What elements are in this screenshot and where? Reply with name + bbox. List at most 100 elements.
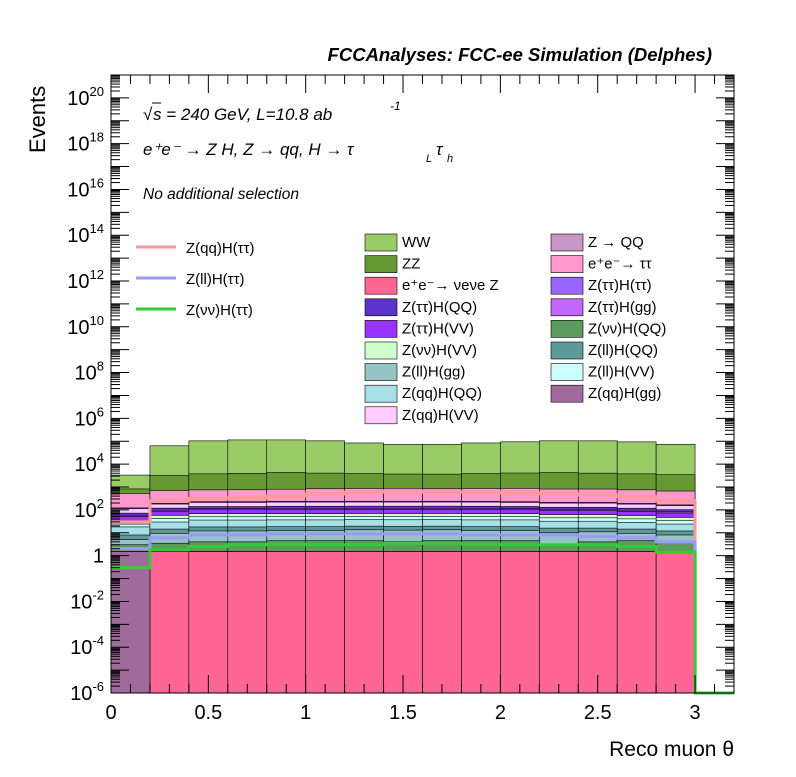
legend-entry: e⁺e⁻→ ττ xyxy=(550,255,652,273)
legend-entry: Z(ττ)H(ττ) xyxy=(550,276,652,295)
y-tick-label: 1010 xyxy=(67,313,104,339)
legend-entry: Z(ττ)H(VV) xyxy=(364,320,474,338)
histogram-bar xyxy=(422,551,462,694)
tau-l-subscript: L xyxy=(426,153,432,165)
x-tick-label: 0 xyxy=(105,702,116,724)
svg-text:Z(ττ)H(ττ): Z(ττ)H(ττ) xyxy=(588,277,652,294)
process-annotation: e⁺e⁻ → Z H, Z → qq, H → τ L τ h xyxy=(143,140,453,165)
x-axis-label: Reco muon θ xyxy=(609,738,734,761)
legend-entry: Z(qq)H(gg) xyxy=(550,384,661,403)
legend-entry: WW xyxy=(364,233,431,252)
legend-entry: e⁺e⁻→ νeνe Z xyxy=(364,276,499,295)
x-tick-label: 2 xyxy=(495,702,506,724)
legend-entry: Z(qq)H(QQ) xyxy=(364,384,482,403)
stack-e-e-e-e-z xyxy=(110,551,696,694)
svg-text:ZZ: ZZ xyxy=(402,256,420,273)
histogram-bar xyxy=(344,551,384,694)
histogram-bar xyxy=(188,551,229,694)
signal-line-z-ll-h- xyxy=(111,532,734,695)
tau-symbol: τ xyxy=(436,140,444,159)
svg-text:1016: 1016 xyxy=(67,175,104,201)
legend-entry: Z(ll)H(QQ) xyxy=(550,341,658,360)
signal-line-z-qq-h- xyxy=(111,489,734,695)
svg-text:Z(ll)H(VV): Z(ll)H(VV) xyxy=(588,364,655,381)
svg-text:Z(ll)H(ττ): Z(ll)H(ττ) xyxy=(186,271,245,288)
svg-text:104: 104 xyxy=(75,450,104,476)
svg-text:Z(ll)H(QQ): Z(ll)H(QQ) xyxy=(588,342,658,359)
svg-text:Z → QQ: Z → QQ xyxy=(588,234,644,251)
svg-text:Z(qq)H(gg): Z(qq)H(gg) xyxy=(588,385,661,402)
plot-header-title: FCCAnalyses: FCC-ee Simulation (Delphes) xyxy=(328,44,712,65)
legend-entry-signal: Z(ll)H(ττ) xyxy=(136,271,245,288)
y-tick-label: 106 xyxy=(75,404,104,430)
svg-text:Z(ττ)H(QQ): Z(ττ)H(QQ) xyxy=(402,299,477,316)
legend-entry: Z(ττ)H(QQ) xyxy=(364,298,477,317)
histogram-bar xyxy=(461,551,501,694)
svg-text:Z(ττ)H(gg): Z(ττ)H(gg) xyxy=(588,299,657,316)
x-tick-label: 1 xyxy=(300,702,311,724)
histogram-bar xyxy=(616,551,657,694)
stack-z-qq-h-gg- xyxy=(110,551,151,694)
svg-text:1: 1 xyxy=(93,546,104,568)
y-tick-label: 1020 xyxy=(67,84,104,110)
svg-text:1014: 1014 xyxy=(67,221,104,247)
svg-text:WW: WW xyxy=(402,234,431,251)
histogram-bar xyxy=(227,551,268,694)
svg-text:102: 102 xyxy=(75,496,104,522)
histogram-bar xyxy=(110,551,151,694)
y-tick-label: 1014 xyxy=(67,221,104,247)
svg-text:106: 106 xyxy=(75,404,104,430)
x-tick-label: 0.5 xyxy=(194,702,222,724)
y-tick-label: 108 xyxy=(75,359,104,385)
histogram-bar xyxy=(655,551,696,694)
legend-entry: Z(νν)H(QQ) xyxy=(550,320,666,338)
y-tick-label: 102 xyxy=(75,496,104,522)
lumi-exponent: -1 xyxy=(390,99,401,113)
svg-text:Z(qq)H(QQ): Z(qq)H(QQ) xyxy=(402,385,482,402)
y-axis-label: Events xyxy=(25,86,50,153)
legend-entry: Z(ττ)H(gg) xyxy=(550,298,657,317)
histogram-bar xyxy=(149,551,190,694)
y-tick-label: 10-6 xyxy=(70,679,104,705)
tau-h-subscript: h xyxy=(447,153,453,165)
signal-line-z-h- xyxy=(111,542,734,695)
histogram-bar xyxy=(500,551,540,694)
legend-entry-signal: Z(qq)H(ττ) xyxy=(136,240,255,257)
svg-text:10-6: 10-6 xyxy=(70,679,104,705)
y-tick-label: 104 xyxy=(75,450,104,476)
sqrt-s-lumi-text: s = 240 GeV, L=10.8 ab xyxy=(153,105,332,124)
x-tick-label: 1.5 xyxy=(389,702,417,724)
legend-entry-signal: Z(νν)H(ττ) xyxy=(136,302,253,319)
y-tick-label: 10-4 xyxy=(70,633,104,659)
x-axis: 0 0.5 1 1.5 2 2.5 3 xyxy=(105,75,735,724)
svg-text:1012: 1012 xyxy=(67,267,104,293)
svg-text:e⁺e⁻→ ττ: e⁺e⁻→ ττ xyxy=(588,256,652,273)
legend-entry: Z(ll)H(VV) xyxy=(550,363,655,381)
histogram-bar xyxy=(539,551,579,694)
svg-text:Z(νν)H(VV): Z(νν)H(VV) xyxy=(402,342,477,359)
svg-text:10-4: 10-4 xyxy=(70,633,104,659)
legend-entry: Z(νν)H(VV) xyxy=(364,341,477,360)
svg-text:10-2: 10-2 xyxy=(70,587,104,613)
svg-text:Z(νν)H(QQ): Z(νν)H(QQ) xyxy=(588,320,666,337)
histogram-bar xyxy=(383,551,423,694)
svg-text:Z(qq)H(VV): Z(qq)H(VV) xyxy=(402,407,479,424)
y-tick-label: 1 xyxy=(93,546,104,568)
x-tick-label: 3 xyxy=(690,702,701,724)
svg-text:1020: 1020 xyxy=(67,84,104,110)
y-tick-label: 1018 xyxy=(67,130,104,156)
histogram-bar xyxy=(266,551,306,694)
legend-entry: Z(qq)H(VV) xyxy=(364,406,479,425)
legend: Z(qq)H(ττ) Z(ll)H(ττ) Z(νν)H(ττ) WW ZZ e⁺e⁻→ … xyxy=(136,233,666,425)
y-axis: 10-6 10-4 10-2 1 102 104 106 108 1010 1012 1014 101… xyxy=(67,74,734,705)
chart-layer: 0 0.5 1 1.5 2 2.5 310-610-410-2110210410610810… xyxy=(67,74,735,724)
energy-lumi-annotation: √ s = 240 GeV, L=10.8 ab -1 xyxy=(143,99,401,124)
legend-entry: Z(ll)H(gg) xyxy=(364,363,465,381)
svg-text:Z(νν)H(ττ): Z(νν)H(ττ) xyxy=(186,302,253,319)
y-tick-label: 1012 xyxy=(67,267,104,293)
svg-text:Z(qq)H(ττ): Z(qq)H(ττ) xyxy=(186,240,255,257)
legend-entry: Z → QQ xyxy=(550,233,644,252)
x-tick-label: 2.5 xyxy=(584,702,612,724)
y-tick-label: 10-2 xyxy=(70,587,104,613)
